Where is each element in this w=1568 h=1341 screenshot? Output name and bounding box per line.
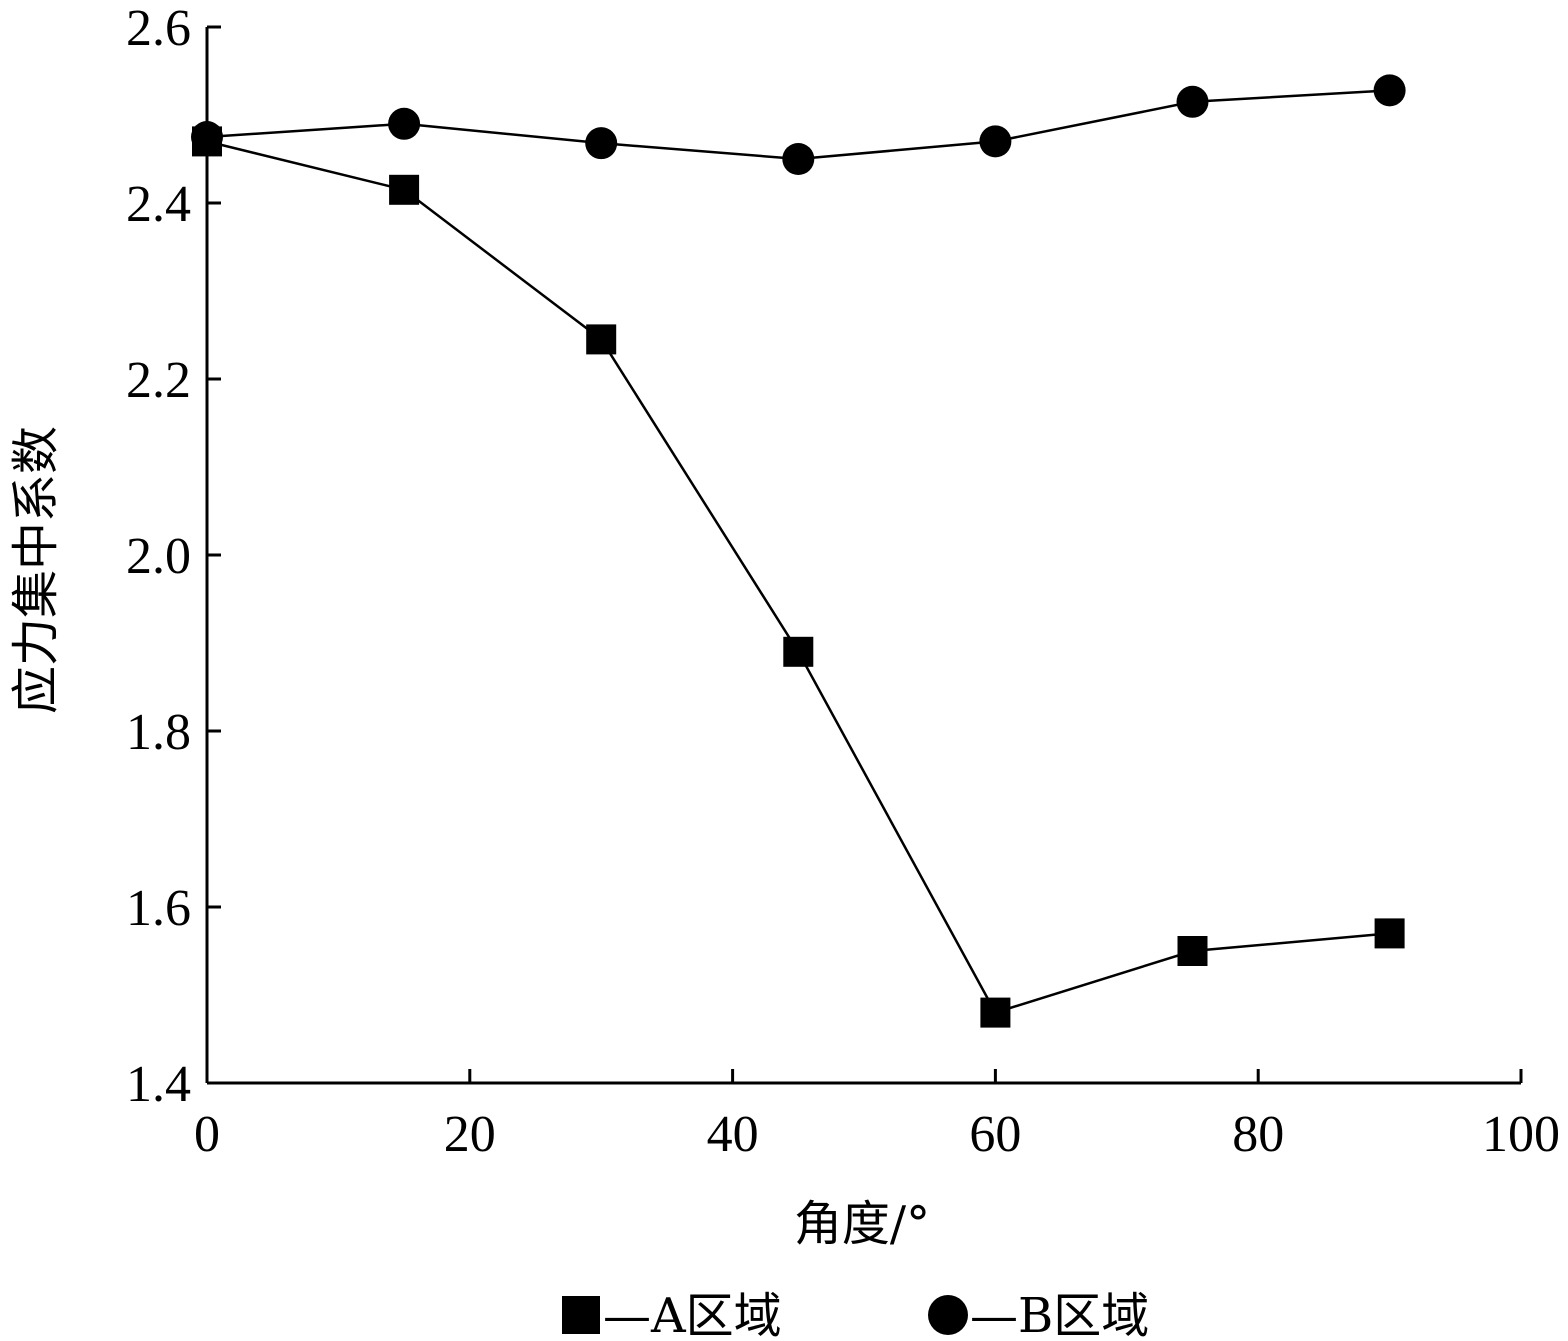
- data-point-circle: [585, 127, 618, 160]
- x-tick-label: 60: [969, 1106, 1021, 1163]
- x-tick-label: 80: [1232, 1106, 1284, 1163]
- data-point-square: [980, 997, 1011, 1028]
- data-point-square: [783, 636, 814, 667]
- series-line: [206, 140, 1390, 1015]
- x-tick-label: 0: [194, 1106, 220, 1163]
- data-point-circle: [388, 107, 421, 140]
- data-point-circle: [191, 121, 223, 153]
- data-point-square: [1177, 936, 1208, 966]
- ticks: 1.4 1.6 1.8 2.0 2.2 2.4 2.6 0 20 40 60 80 100: [126, 0, 1560, 1163]
- y-tick-label: 2.6: [126, 0, 191, 57]
- y-tick-label: 2.4: [126, 176, 191, 233]
- legend-marker-b: [928, 1295, 968, 1335]
- legend-label-a: —A区域: [603, 1288, 782, 1341]
- data-point-square: [1374, 918, 1405, 949]
- legend-marker-a: [562, 1296, 600, 1334]
- series-b: [191, 74, 1406, 175]
- data-point-circle: [1373, 74, 1406, 107]
- y-tick-label: 1.4: [126, 1056, 191, 1113]
- data-point-circle: [1176, 85, 1209, 118]
- legend: —A区域 —B区域: [562, 1288, 1149, 1341]
- series-a: [192, 126, 1405, 1028]
- data-point-square: [586, 324, 617, 355]
- y-tick-label: 1.6: [126, 880, 191, 937]
- x-tick-label: 100: [1482, 1106, 1560, 1163]
- data-point-square: [389, 174, 420, 205]
- x-tick-label: 40: [707, 1106, 759, 1163]
- y-tick-label: 1.8: [126, 704, 191, 761]
- y-tick-label: 2.0: [126, 528, 191, 585]
- series-layer: [191, 74, 1406, 1028]
- x-tick-label: 20: [444, 1106, 496, 1163]
- data-point-circle: [782, 143, 815, 175]
- y-tick-label: 2.2: [126, 352, 191, 409]
- y-axis-title: 应力集中系数: [8, 426, 64, 714]
- legend-label-b: —B区域: [970, 1288, 1149, 1341]
- x-axis-title: 角度/°: [794, 1196, 930, 1252]
- data-point-circle: [979, 125, 1012, 158]
